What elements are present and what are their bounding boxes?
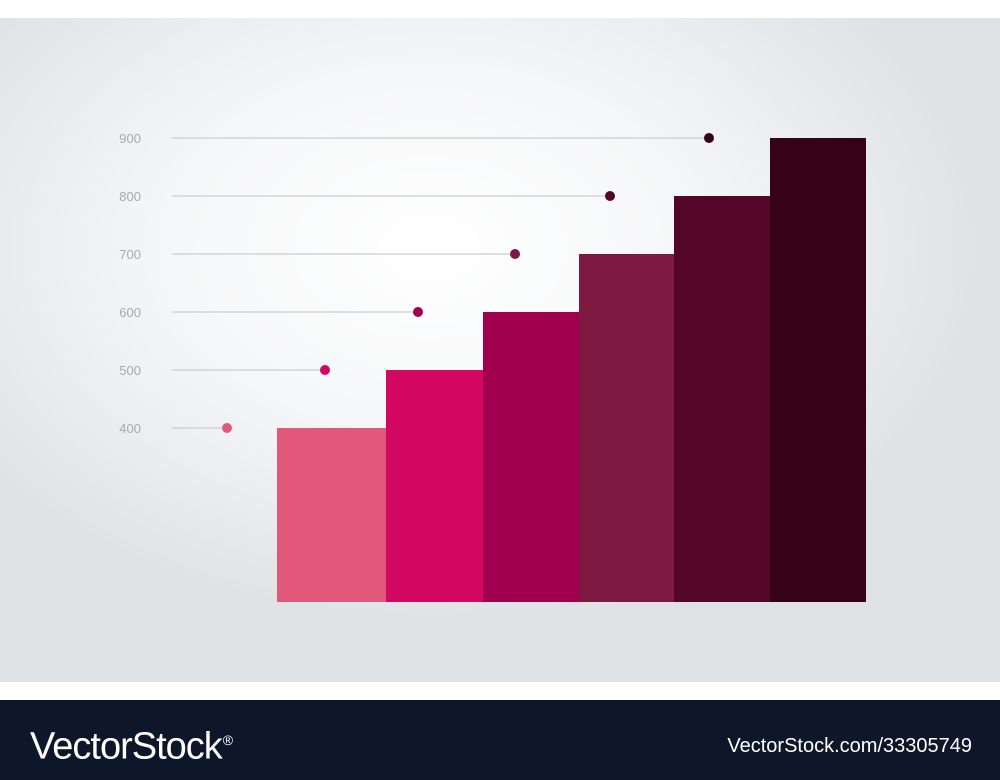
brand-name: VectorStock [30,725,223,768]
y-tick-label: 700 [119,247,141,262]
watermark-footer: VectorStock® VectorStock.com/33305749 [0,700,1000,780]
y-tick-label: 600 [119,305,141,320]
value-marker [222,423,232,433]
value-marker [510,249,520,259]
y-tick-label: 500 [119,363,141,378]
value-marker [413,307,423,317]
y-tick-label: 900 [119,131,141,146]
bar [579,254,674,602]
bar [277,428,386,602]
chart-panel: 400 500 600 700 800 900 [0,18,1000,682]
bar [386,370,483,602]
y-tick-label: 800 [119,189,141,204]
value-marker [605,191,615,201]
value-marker [704,133,714,143]
image-id-text: VectorStock.com/33305749 [727,735,972,757]
bar-chart: 400 500 600 700 800 900 [119,131,866,602]
y-tick-label: 400 [119,421,141,436]
bar [483,312,579,602]
registered-mark: ® [222,732,233,748]
bar [674,196,770,602]
value-marker [320,365,330,375]
bar [770,138,866,602]
brand-logo: VectorStock® [30,718,233,769]
